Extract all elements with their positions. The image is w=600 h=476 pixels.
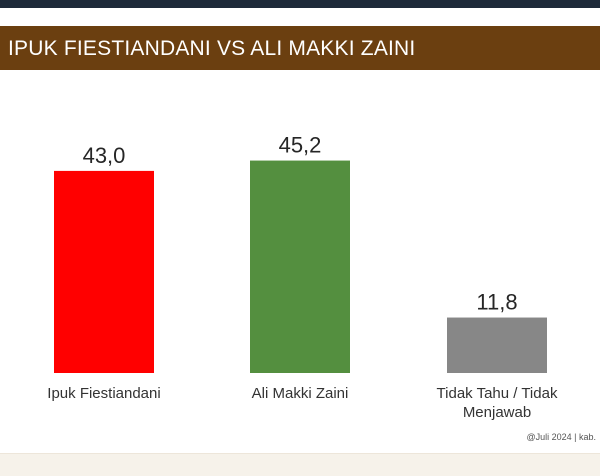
category-label-ipuk-fiestiandani: Ipuk Fiestiandani (47, 385, 160, 402)
bottom-edge-strip (0, 453, 600, 476)
category-label-ali-makki-zaini: Ali Makki Zaini (252, 385, 349, 402)
top-edge-strip (0, 0, 600, 8)
bar-ipuk-fiestiandani (54, 170, 154, 373)
chart-title: IPUK FIESTIANDANI VS ALI MAKKI ZAINI (8, 37, 416, 60)
bar-tidak-tahu-tidak-menjawab (447, 317, 547, 373)
bar-chart: 43,0 Ipuk Fiestiandani 45,2 Ali Makki Zaini… (47, 133, 558, 421)
source-note: @Juli 2024 | kab. (526, 432, 596, 442)
value-label-ipuk-fiestiandani: 43,0 (83, 143, 126, 168)
value-label-ali-makki-zaini: 45,2 (279, 133, 322, 158)
category-label-tidak-tahu-tidak-menjawab: Tidak Tahu / Tidak Menjawab (437, 385, 558, 421)
value-label-tidak-tahu-tidak-menjawab: 11,8 (476, 290, 517, 315)
bar-ali-makki-zaini (250, 160, 350, 373)
title-banner: IPUK FIESTIANDANI VS ALI MAKKI ZAINI (0, 26, 600, 70)
